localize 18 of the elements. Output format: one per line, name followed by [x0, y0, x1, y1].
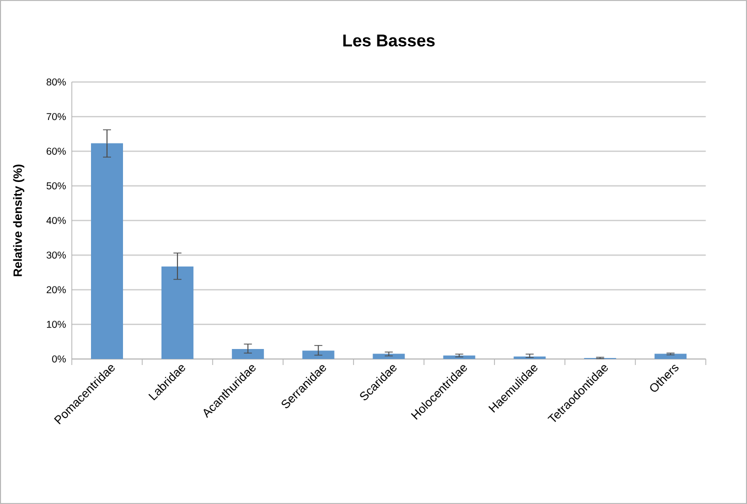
y-tick-label: 30%	[46, 252, 66, 259]
y-tick-label: 0%	[52, 355, 66, 363]
bar	[232, 348, 264, 359]
bar	[443, 356, 476, 359]
bar	[161, 266, 194, 359]
y-tick-label: 10%	[46, 320, 66, 328]
y-tick-label: 60%	[46, 148, 66, 155]
chart-title: Les Basses	[343, 34, 435, 47]
bar	[91, 143, 124, 359]
bar	[372, 354, 405, 359]
y-tick-label: 40%	[46, 216, 66, 224]
bar	[654, 354, 687, 359]
y-tick-label: 70%	[46, 113, 66, 120]
y-tick-label: 50%	[46, 182, 66, 190]
bar	[302, 350, 334, 359]
y-tick-label: 20%	[46, 286, 66, 294]
y-axis-title: Relative density (%)	[13, 164, 24, 276]
y-tick-label: 80%	[46, 78, 66, 86]
